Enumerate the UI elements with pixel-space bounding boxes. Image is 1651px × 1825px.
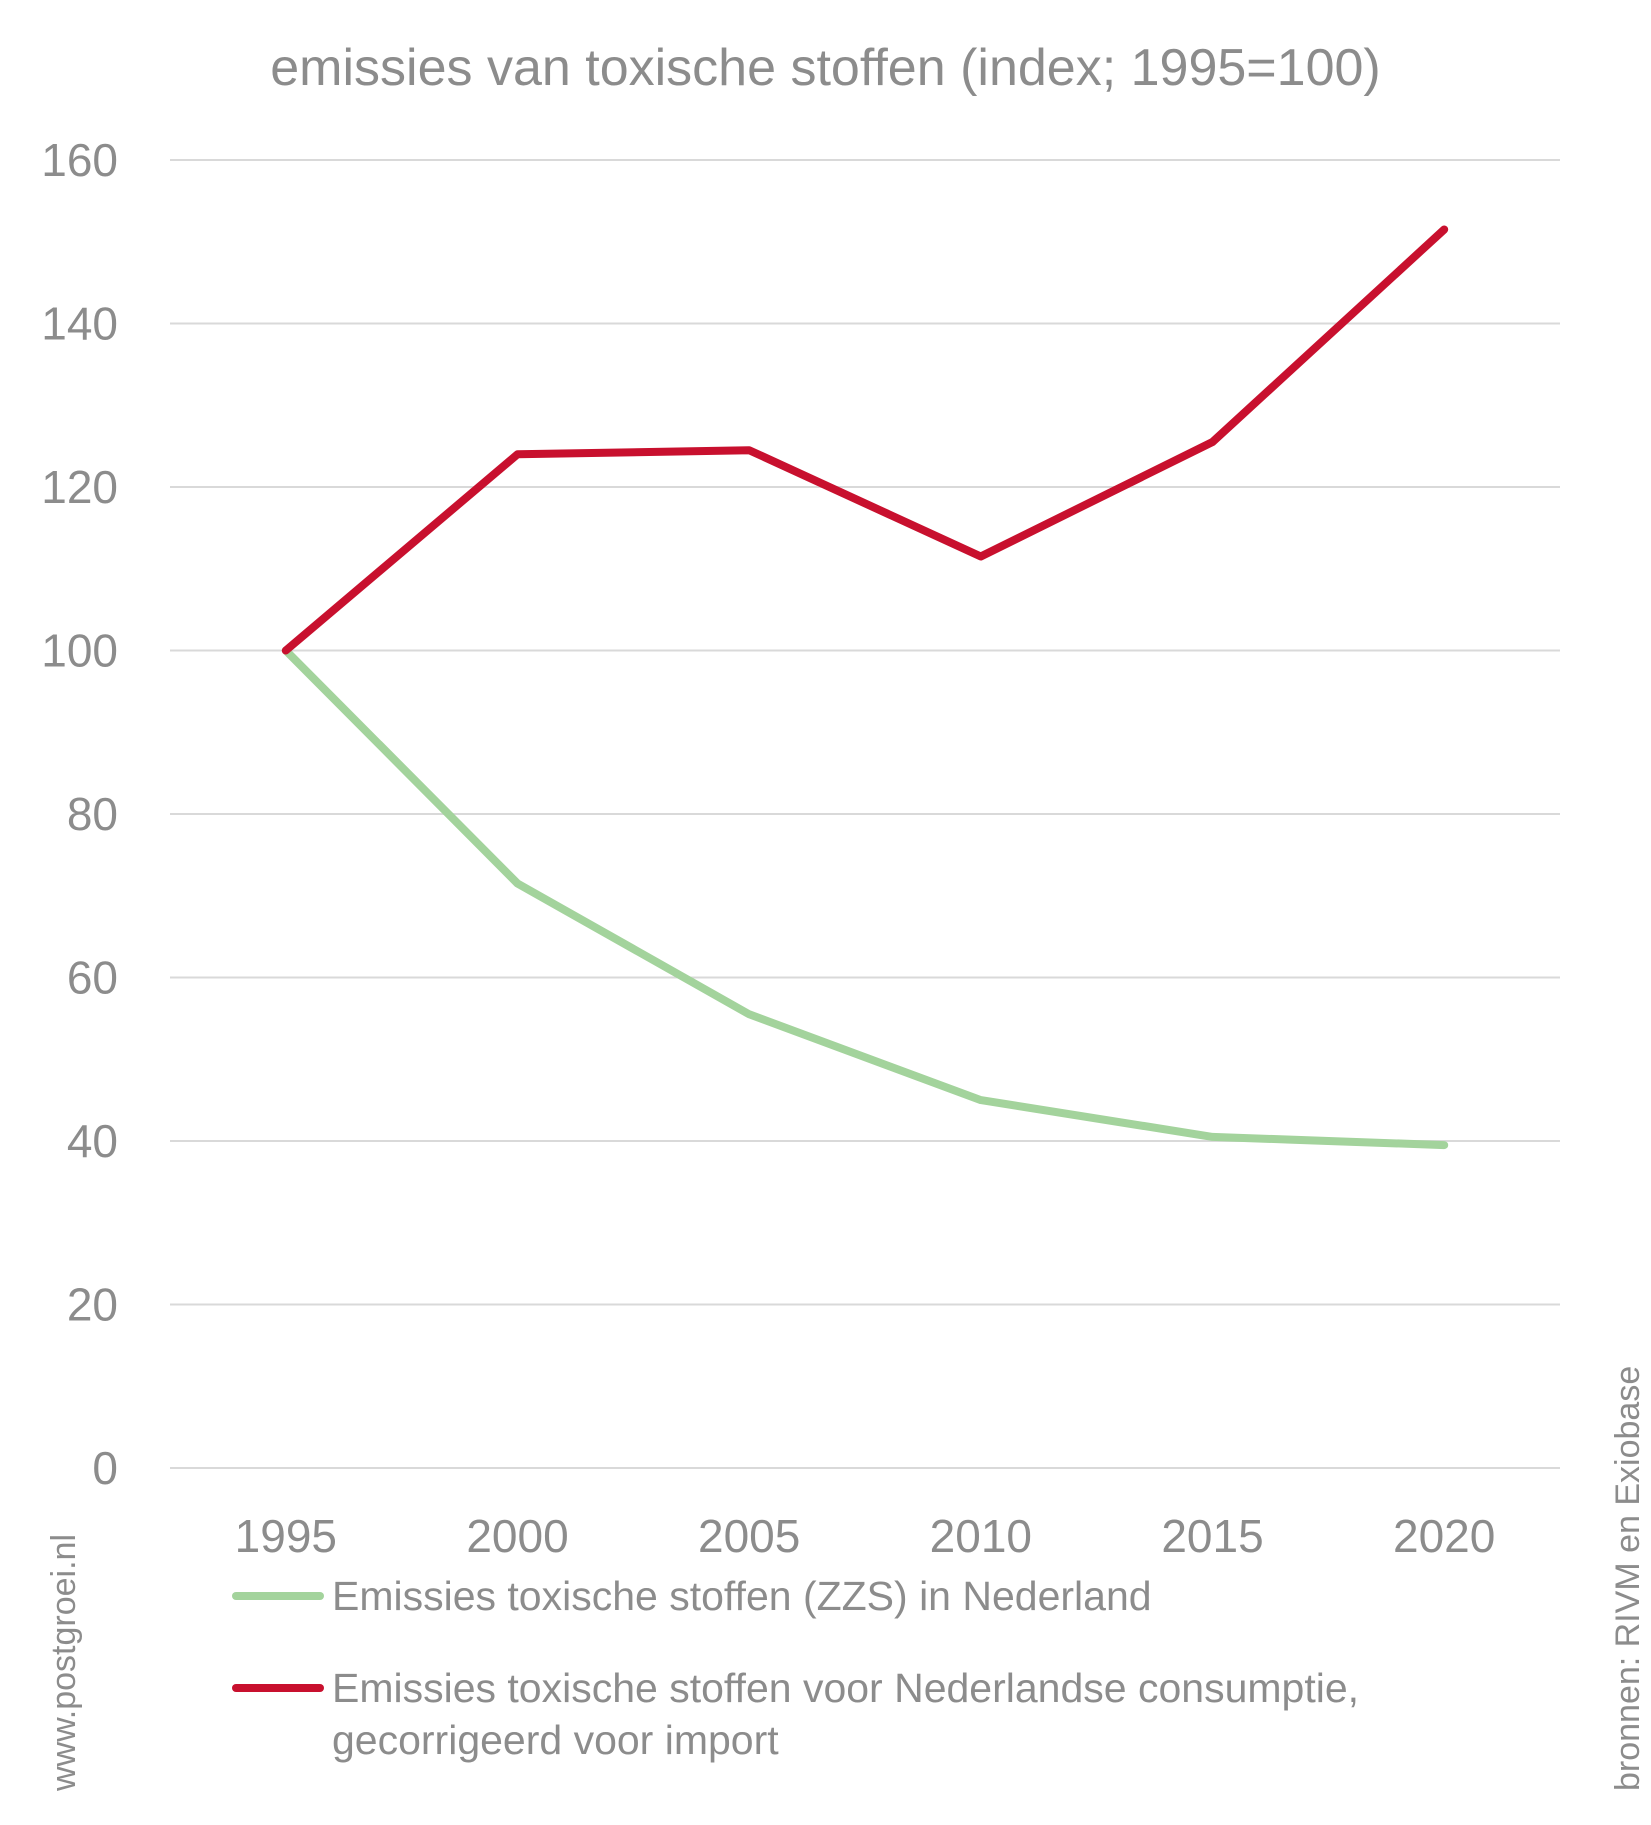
x-tick-label: 2020 xyxy=(1393,1510,1495,1562)
legend-item-consumption: Emissies toxische stoffen voor Nederland… xyxy=(232,1662,1532,1766)
y-tick-label: 0 xyxy=(92,1442,118,1494)
series-line-1 xyxy=(281,225,1449,655)
source-credit: bronnen: RIVM en Exiobase xyxy=(1609,1365,1647,1791)
x-tick-label: 2005 xyxy=(698,1510,800,1562)
legend-swatch-consumption xyxy=(232,1684,324,1692)
y-tick-label: 140 xyxy=(41,298,118,350)
legend-label-consumption: Emissies toxische stoffen voor Nederland… xyxy=(332,1665,1360,1763)
y-tick-label: 120 xyxy=(41,461,118,513)
legend-label-zzs: Emissies toxische stoffen (ZZS) in Neder… xyxy=(332,1573,1152,1619)
y-tick-label: 100 xyxy=(41,625,118,677)
y-tick-label: 80 xyxy=(67,788,118,840)
chart-title: emissies van toxische stoffen (index; 19… xyxy=(270,39,1381,97)
legend: Emissies toxische stoffen (ZZS) in Neder… xyxy=(232,1570,1532,1766)
y-tick-label: 160 xyxy=(41,134,118,186)
series-line-0 xyxy=(281,646,1449,1150)
x-tick-label: 2010 xyxy=(930,1510,1032,1562)
legend-item-zzs: Emissies toxische stoffen (ZZS) in Neder… xyxy=(232,1570,1532,1622)
legend-swatch-zzs xyxy=(232,1592,324,1600)
x-tick-label: 1995 xyxy=(235,1510,337,1562)
y-tick-label: 20 xyxy=(67,1279,118,1331)
y-tick-label: 60 xyxy=(67,952,118,1004)
y-tick-label: 40 xyxy=(67,1115,118,1167)
x-tick-label: 2000 xyxy=(466,1510,568,1562)
x-tick-label: 2015 xyxy=(1161,1510,1263,1562)
website-credit: www.postgroei.nl xyxy=(45,1533,83,1791)
